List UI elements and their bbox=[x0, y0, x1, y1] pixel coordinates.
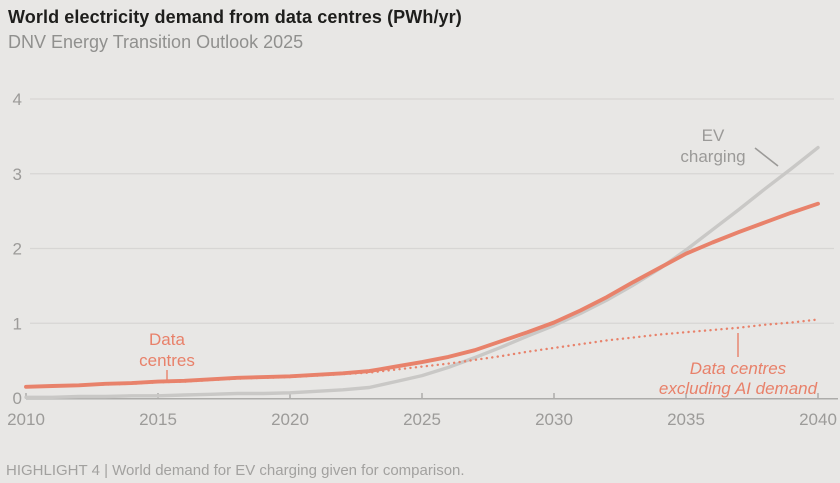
data-centres-excl-ai-annotation: Data centres excluding AI demand bbox=[659, 333, 818, 398]
x-tick-label: 2015 bbox=[139, 410, 177, 429]
x-tick-label: 2020 bbox=[271, 410, 309, 429]
ev-charging-label-line1: EV bbox=[702, 126, 725, 145]
data-centres-annotation: Data centres bbox=[139, 330, 195, 380]
y-tick-label: 1 bbox=[13, 314, 22, 333]
y-tick-label: 0 bbox=[13, 389, 22, 408]
x-tick-label: 2010 bbox=[7, 410, 45, 429]
y-tick-label: 4 bbox=[13, 90, 22, 109]
y-tick-label: 3 bbox=[13, 165, 22, 184]
ev-charging-pointer-line bbox=[754, 147, 779, 167]
series-line-ev-charging bbox=[24, 145, 820, 399]
series-line-data-centres-excluding-ai-demand bbox=[24, 318, 820, 388]
axes: 0 1 2 3 4 2010 2015 2020 2025 2030 2035 2040 bbox=[7, 90, 838, 429]
data-centres-label-line1: Data bbox=[149, 330, 185, 349]
ev-charging-label-line2: charging bbox=[680, 147, 745, 166]
data-centres-excl-ai-label-line2: excluding AI demand bbox=[659, 379, 818, 398]
ev-charging-annotation: EV charging bbox=[680, 126, 779, 167]
x-tick-label: 2035 bbox=[667, 410, 705, 429]
footer-note: HIGHLIGHT 4 | World demand for EV chargi… bbox=[6, 462, 465, 479]
page-subtitle: DNV Energy Transition Outlook 2025 bbox=[8, 32, 304, 52]
x-tick-label: 2030 bbox=[535, 410, 573, 429]
page-title: World electricity demand from data centr… bbox=[8, 7, 462, 27]
series-lines bbox=[24, 145, 820, 399]
data-centres-label-line2: centres bbox=[139, 351, 195, 370]
data-centres-excl-ai-label-line1: Data centres bbox=[690, 359, 787, 378]
x-tick-label: 2025 bbox=[403, 410, 441, 429]
y-tick-label: 2 bbox=[13, 240, 22, 259]
x-tick-label: 2040 bbox=[799, 410, 837, 429]
